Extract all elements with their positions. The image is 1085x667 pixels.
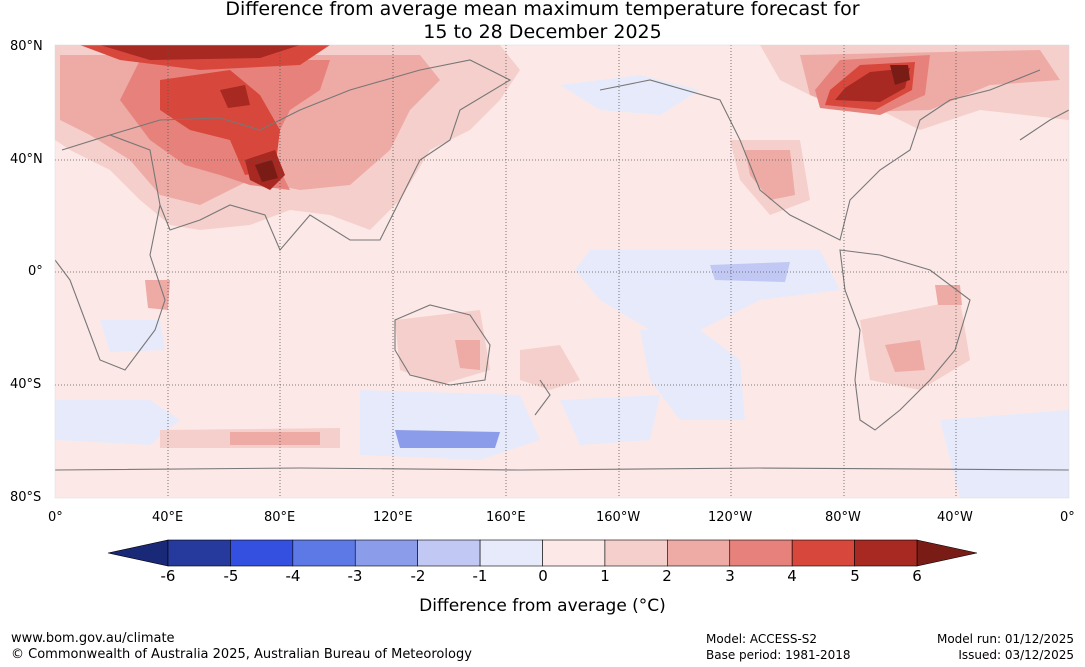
anomaly-region	[940, 410, 1069, 498]
lat-label-80n: 80°N	[10, 39, 43, 54]
lat-label-equator: 0°	[28, 264, 43, 279]
anomaly-region	[520, 345, 580, 390]
anomaly-region	[885, 340, 925, 372]
anomaly-region	[835, 68, 910, 102]
colorbar-tick: 0	[538, 567, 548, 585]
colorbar-tick: -2	[410, 567, 426, 585]
colorbar-tick: 1	[600, 567, 610, 585]
footer-model: Model: ACCESS-S2	[706, 632, 818, 646]
colorbar-tick: -3	[347, 567, 363, 585]
colorbar-tick: -5	[223, 567, 239, 585]
anomaly-region	[640, 330, 745, 420]
footer-base-period: Base period: 1981-2018	[706, 648, 851, 662]
colorbar	[107, 539, 978, 567]
anomaly-region	[100, 45, 300, 60]
anomaly-region	[55, 400, 180, 445]
coastline-australia	[394, 304, 491, 386]
lat-label-80s: 80°S	[10, 490, 42, 505]
footer-website: www.bom.gov.au/climate	[11, 631, 175, 646]
lon-label-160w: 160°W	[596, 510, 641, 525]
lon-label-80e: 80°E	[264, 510, 296, 525]
anomaly-region	[230, 432, 320, 445]
anomaly-region	[220, 85, 250, 108]
anomaly-region	[455, 340, 480, 370]
colorbar-segment	[604, 539, 668, 567]
coastline-antarctica	[55, 467, 1069, 471]
coastline-south-america	[839, 249, 971, 431]
lon-label-80w: 80°W	[825, 510, 861, 525]
coastline-europe	[1019, 109, 1069, 141]
lat-label-40n: 40°N	[10, 152, 43, 167]
footer-model-run: Model run: 01/12/2025	[936, 632, 1074, 646]
graticule	[55, 45, 1069, 498]
lon-label-40e: 40°E	[152, 510, 184, 525]
colorbar-segment	[667, 539, 731, 567]
colorbar-segment	[292, 539, 356, 567]
anomaly-region	[745, 150, 795, 200]
colorbar-tick: -6	[160, 567, 176, 585]
colorbar-segment	[791, 539, 855, 567]
lon-label-160e: 160°E	[486, 510, 526, 525]
footer-issued: Issued: 03/12/2025	[958, 648, 1074, 662]
coastline-new-zealand	[534, 379, 551, 416]
anomaly-region	[160, 70, 280, 175]
anomaly-region	[560, 395, 660, 445]
colorbar-segment	[167, 539, 231, 567]
coastline-africa	[55, 134, 166, 371]
colorbar-tick: 4	[787, 567, 797, 585]
anomaly-region	[890, 65, 910, 85]
colorbar-tick: 2	[662, 567, 672, 585]
anomaly-region	[100, 320, 165, 352]
lat-label-40s: 40°S	[10, 377, 42, 392]
colorbar-tick: -1	[472, 567, 488, 585]
anomaly-field	[55, 45, 1069, 498]
anomaly-region	[395, 430, 500, 448]
lon-label-40w: 40°W	[937, 510, 973, 525]
colorbar-segment	[230, 539, 294, 567]
anomaly-region	[255, 160, 278, 182]
lon-label-120e: 120°E	[373, 510, 413, 525]
colorbar-tick: 3	[725, 567, 735, 585]
anomaly-region	[710, 262, 790, 282]
colorbar-tick: 6	[912, 567, 922, 585]
map-title-line-1: Difference from average mean maximum tem…	[225, 0, 860, 20]
colorbar-segment	[542, 539, 606, 567]
footer-copyright: © Commonwealth of Australia 2025, Austra…	[11, 647, 472, 662]
colorbar-tick: -4	[285, 567, 301, 585]
map-title-line-2: 15 to 28 December 2025	[423, 21, 662, 43]
colorbar-tick: 5	[850, 567, 860, 585]
anomaly-region	[145, 280, 170, 310]
lon-label-0-right: 0°	[1060, 510, 1075, 525]
colorbar-over-arrow	[916, 539, 978, 567]
colorbar-segment	[854, 539, 918, 567]
colorbar-segment	[729, 539, 793, 567]
lon-label-120w: 120°W	[708, 510, 753, 525]
coastline-north-america	[599, 69, 1041, 241]
colorbar-label: Difference from average (°C)	[419, 596, 666, 616]
colorbar-segment	[417, 539, 481, 567]
colorbar-segment	[354, 539, 418, 567]
colorbar-under-arrow	[107, 539, 169, 567]
anomaly-region	[560, 75, 700, 115]
lon-label-0-left: 0°	[48, 510, 63, 525]
colorbar-segment	[479, 539, 543, 567]
anomaly-region	[935, 285, 962, 305]
